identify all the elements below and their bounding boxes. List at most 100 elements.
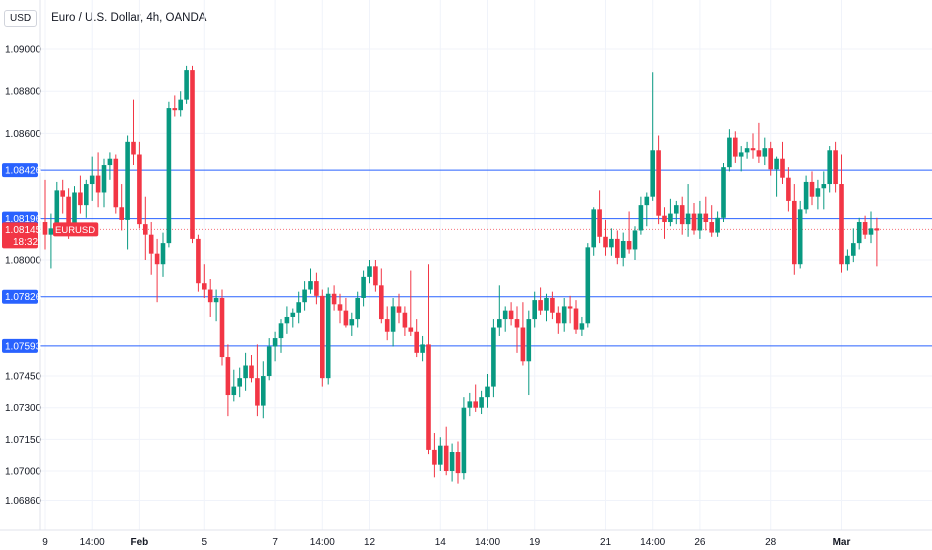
- candle[interactable]: [219, 289, 225, 366]
- candle[interactable]: [367, 260, 372, 284]
- candle[interactable]: [337, 293, 343, 324]
- candle[interactable]: [691, 203, 697, 235]
- candle[interactable]: [101, 158, 107, 208]
- candle[interactable]: [272, 331, 278, 362]
- candle[interactable]: [845, 249, 850, 271]
- candle[interactable]: [679, 196, 685, 235]
- candle[interactable]: [550, 291, 555, 320]
- candle[interactable]: [225, 344, 231, 417]
- candle[interactable]: [302, 281, 307, 311]
- candle[interactable]: [60, 179, 65, 214]
- candle[interactable]: [868, 211, 874, 244]
- candle[interactable]: [668, 198, 673, 227]
- candle[interactable]: [266, 338, 272, 381]
- candle[interactable]: [609, 228, 614, 256]
- candle[interactable]: [721, 162, 726, 223]
- candle[interactable]: [384, 306, 390, 341]
- candle[interactable]: [662, 207, 667, 239]
- candle[interactable]: [479, 390, 484, 415]
- candle[interactable]: [184, 65, 189, 104]
- candle[interactable]: [84, 179, 89, 218]
- candle[interactable]: [278, 319, 284, 353]
- candle[interactable]: [603, 219, 608, 256]
- candle[interactable]: [320, 289, 325, 387]
- candle[interactable]: [780, 141, 785, 185]
- candle[interactable]: [556, 306, 561, 334]
- candle[interactable]: [579, 316, 585, 336]
- candle[interactable]: [408, 270, 414, 336]
- candle[interactable]: [644, 192, 650, 227]
- candle[interactable]: [131, 99, 136, 166]
- candle[interactable]: [774, 156, 779, 197]
- candle[interactable]: [733, 131, 738, 163]
- candle[interactable]: [756, 122, 762, 163]
- candle[interactable]: [349, 312, 355, 336]
- candle[interactable]: [638, 196, 644, 235]
- candle[interactable]: [685, 184, 691, 237]
- candle[interactable]: [178, 91, 183, 117]
- candle[interactable]: [715, 211, 720, 237]
- candle[interactable]: [851, 228, 856, 263]
- candle[interactable]: [526, 310, 532, 396]
- candle[interactable]: [567, 295, 573, 324]
- candle[interactable]: [261, 361, 266, 419]
- candle[interactable]: [585, 243, 591, 328]
- candle[interactable]: [343, 297, 349, 328]
- candle[interactable]: [137, 141, 142, 229]
- candle[interactable]: [809, 171, 815, 206]
- currency-button[interactable]: USD: [4, 9, 38, 27]
- candle[interactable]: [414, 319, 419, 358]
- candle[interactable]: [160, 232, 166, 277]
- candle[interactable]: [862, 215, 868, 239]
- candle[interactable]: [143, 196, 148, 260]
- candle[interactable]: [674, 200, 679, 225]
- candle[interactable]: [839, 154, 844, 273]
- candle[interactable]: [148, 222, 154, 275]
- candle[interactable]: [390, 297, 396, 347]
- candle[interactable]: [792, 184, 797, 275]
- candle[interactable]: [803, 175, 809, 214]
- candle[interactable]: [797, 200, 803, 269]
- candle[interactable]: [697, 200, 703, 239]
- candle[interactable]: [125, 135, 130, 250]
- candle[interactable]: [95, 152, 101, 208]
- candle[interactable]: [402, 306, 408, 336]
- candle[interactable]: [544, 293, 549, 322]
- candle[interactable]: [703, 196, 709, 231]
- candle[interactable]: [815, 179, 821, 210]
- candle[interactable]: [827, 146, 832, 193]
- candle[interactable]: [520, 302, 526, 366]
- candle[interactable]: [656, 135, 661, 225]
- candle[interactable]: [455, 441, 461, 484]
- candle[interactable]: [308, 268, 313, 294]
- candle[interactable]: [762, 137, 768, 166]
- candle[interactable]: [113, 154, 119, 214]
- candle[interactable]: [508, 302, 514, 326]
- candle[interactable]: [213, 289, 219, 322]
- candle[interactable]: [355, 291, 360, 328]
- candle[interactable]: [42, 179, 48, 250]
- candle[interactable]: [331, 285, 337, 311]
- candle[interactable]: [491, 319, 496, 398]
- candle[interactable]: [632, 226, 638, 260]
- candle[interactable]: [473, 384, 478, 412]
- candle[interactable]: [426, 264, 431, 455]
- candle[interactable]: [231, 369, 237, 402]
- candle[interactable]: [207, 278, 213, 317]
- candle[interactable]: [196, 234, 201, 292]
- candle[interactable]: [532, 291, 537, 328]
- candle[interactable]: [243, 352, 248, 391]
- candle[interactable]: [561, 297, 567, 332]
- candle[interactable]: [48, 213, 54, 269]
- candle[interactable]: [626, 211, 632, 254]
- candle[interactable]: [467, 392, 473, 417]
- candle[interactable]: [750, 133, 756, 159]
- candle[interactable]: [438, 437, 443, 471]
- candle[interactable]: [89, 156, 95, 201]
- candle[interactable]: [190, 65, 195, 244]
- candle[interactable]: [738, 146, 744, 172]
- candle[interactable]: [821, 171, 827, 210]
- candle[interactable]: [314, 272, 319, 305]
- candle[interactable]: [420, 335, 425, 362]
- candle[interactable]: [485, 373, 490, 408]
